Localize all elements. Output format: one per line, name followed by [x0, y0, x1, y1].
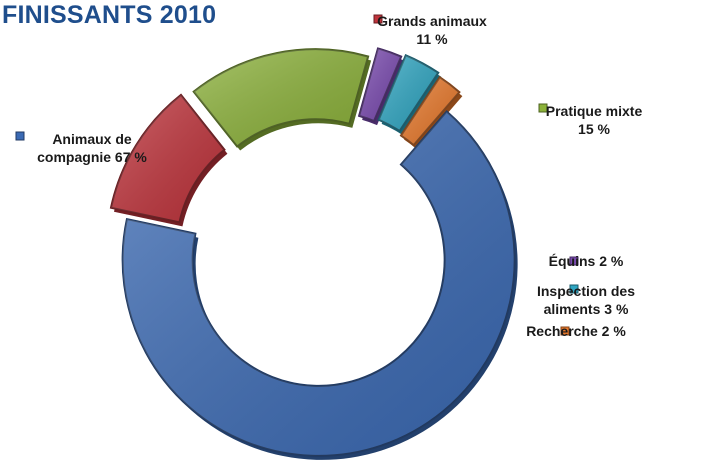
slice-label: Grands animaux 11 % — [377, 13, 487, 47]
slice-inspection-des-aliments — [377, 53, 442, 136]
slice-équins — [357, 47, 405, 126]
legend-swatch — [373, 14, 383, 24]
slice-label: Pratique mixte 15 % — [546, 103, 643, 137]
page-title: FINISSANTS 2010 — [2, 1, 217, 29]
slice-animaux-de-compagnie — [121, 110, 518, 460]
slice-pratique-mixte — [192, 48, 372, 151]
legend-swatch — [538, 103, 548, 113]
slice-label: Inspection des aliments 3 % — [537, 283, 635, 317]
legend-swatch — [560, 326, 570, 336]
slice-label: Recherche 2 % — [526, 323, 626, 339]
legend-swatch — [569, 284, 579, 294]
slice-label: Équins 2 % — [549, 253, 624, 269]
slice-grands-animaux — [109, 93, 228, 227]
slice-label: Animaux de compagnie 67 % — [37, 131, 147, 165]
legend-swatch — [569, 256, 579, 266]
legend-swatch — [15, 131, 25, 141]
slice-recherche — [399, 75, 463, 150]
